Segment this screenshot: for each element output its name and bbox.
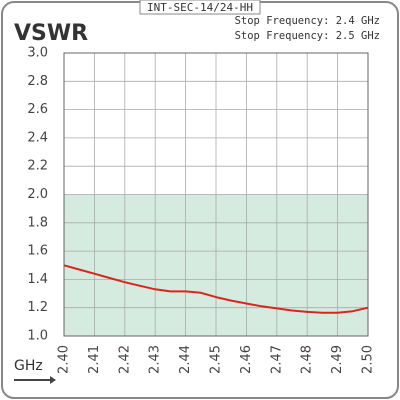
header: INT-SEC-14/24-HH (147, 1, 253, 14)
x-tick-label: 2.46 (239, 345, 254, 374)
plot-border (63, 52, 369, 337)
y-tick-label: 1.6 (27, 244, 48, 259)
annotation: Stop Frequency: 2.5 GHz (235, 30, 380, 42)
x-tick-label: 2.50 (361, 345, 376, 374)
y-tick-label: 2.2 (27, 159, 48, 174)
annotation: Stop Frequency: 2.4 GHz (235, 15, 380, 27)
x-tick-label: 2.42 (117, 345, 132, 374)
y-tick-label: 2.6 (27, 102, 48, 117)
x-tick-label: 2.45 (209, 345, 224, 374)
y-tick-label: 1.4 (27, 272, 48, 287)
y-tick-label: 3.0 (27, 46, 48, 61)
x-axis-label: GHz (14, 358, 43, 374)
y-tick-label: 1.2 (27, 300, 48, 315)
x-tick-label: 2.44 (178, 345, 193, 374)
header-box (139, 0, 261, 15)
x-tick-label: 2.48 (300, 345, 315, 374)
axis-arrow-head (50, 376, 56, 384)
y-tick-label: 2.0 (27, 187, 48, 202)
x-tick-label: 2.49 (330, 345, 345, 374)
x-tick-label: 2.47 (269, 345, 284, 374)
data-line (63, 264, 369, 314)
y-tick-label: 1.0 (27, 329, 48, 344)
y-tick-label: 2.4 (27, 130, 48, 145)
chart-title: VSWR (14, 21, 88, 46)
x-tick-label: 2.43 (148, 345, 163, 374)
y-tick-label: 1.8 (27, 215, 48, 230)
x-tick-label: 2.41 (87, 345, 102, 374)
x-tick-label: 2.40 (57, 345, 72, 374)
y-tick-label: 2.8 (27, 74, 48, 89)
